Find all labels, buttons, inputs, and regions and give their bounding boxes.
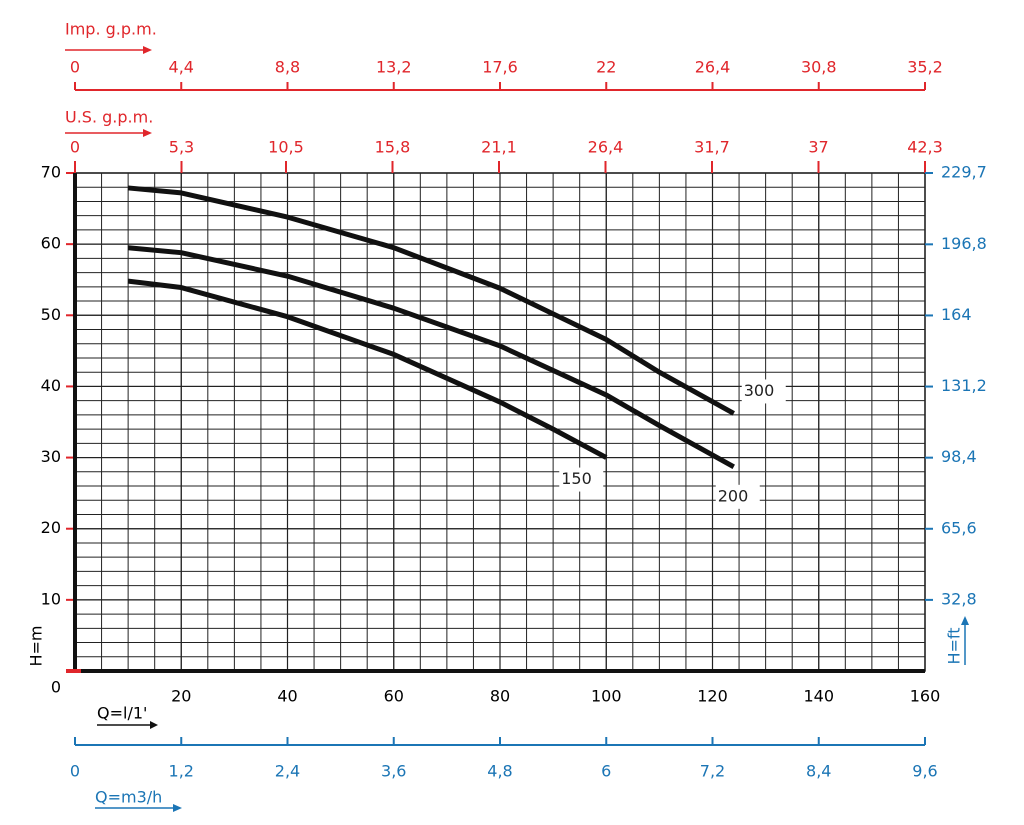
secondary-tick-label: 9,6 [912,762,937,781]
secondary-tick-label: 6 [601,762,611,781]
y-tick-label: 40 [41,376,61,395]
arrow-head [143,46,152,54]
x-tick-label: 60 [384,687,404,706]
secondary-tick-label: 3,6 [381,762,406,781]
secondary-axis: 0 4,4 8,8 13,2 17,6 22 26,4 30,8 35,2 Imp. g.p.m. [65,20,943,91]
pump-curve [127,278,608,460]
secondary-axis-title: Imp. g.p.m. [65,20,157,39]
x-tick-label: 140 [803,687,834,706]
secondary-tick-label: 21,1 [481,138,517,157]
secondary-tick-label: 7,2 [700,762,725,781]
arrow-head [150,721,158,729]
secondary-tick-label: 35,2 [907,58,943,77]
secondary-tick-label: 30,8 [801,58,837,77]
secondary-axis: 0 5,3 10,5 15,8 21,1 26,4 31,7 37 42,3 U.S. g.p.m… [65,108,943,173]
y-tick-label: 30 [41,447,61,466]
curve-label-bg [559,467,604,492]
secondary-tick-label: 0 [70,762,80,781]
x-tick-label: 80 [490,687,510,706]
secondary-tick-label: 8,4 [806,762,831,781]
x-tick-label: 160 [910,687,941,706]
secondary-axis-title: U.S. g.p.m. [65,108,153,127]
secondary-tick-label: 37 [808,138,828,157]
curve-label: 200 [718,486,749,505]
curve-label: 150 [561,469,592,488]
secondary-tick-label: 13,2 [376,58,412,77]
y2-tick-label: 229,7 [941,163,987,182]
secondary-tick-label: 26,4 [695,58,731,77]
y2-tick-label: 196,8 [941,234,987,253]
x-tick-label: 100 [591,687,622,706]
y2-tick-label: 164 [941,305,972,324]
x-tick-label: 40 [277,687,297,706]
secondary-tick-label: 26,4 [588,138,624,157]
secondary-axis: 32,8 65,6 98,4 131,2 164 196,8 229,7 H=ft [925,163,987,665]
arrow-head [961,616,969,625]
y-tick-label: 70 [41,163,61,182]
secondary-tick-label: 15,8 [375,138,411,157]
x-tick-label: 20 [171,687,191,706]
y-tick-label: 10 [41,589,61,608]
secondary-tick-label: 10,5 [268,138,304,157]
y-tick-label: 0 [51,678,61,697]
y-tick-label: 50 [41,305,61,324]
secondary-tick-label: 8,8 [275,58,300,77]
pump-curve [127,185,735,416]
secondary-tick-label: 4,8 [487,762,512,781]
secondary-tick-label: 4,4 [169,58,194,77]
secondary-tick-label: 22 [596,58,616,77]
arrow-head [173,804,182,812]
secondary-tick-label: 42,3 [907,138,943,157]
y-axis-title: H=m [27,625,46,666]
secondary-tick-label: 2,4 [275,762,300,781]
grid [75,172,926,672]
secondary-tick-label: 17,6 [482,58,518,77]
secondary-axis: 0 1,2 2,4 3,6 4,8 6 7,2 8,4 9,6 Q=m3/h [70,737,938,812]
arrow-head [143,129,152,137]
pump-curve [127,245,735,470]
secondary-tick-label: 5,3 [169,138,194,157]
secondary-tick-label: 0 [70,58,80,77]
y2-axis-title: H=ft [945,627,964,664]
x-tick-label: 120 [697,687,728,706]
x-axis-title: Q=l/1' [97,704,147,723]
secondary-tick-label: 1,2 [169,762,194,781]
y-tick-label: 20 [41,518,61,537]
y-tick-label: 60 [41,234,61,253]
secondary-tick-label: 31,7 [694,138,730,157]
secondary-axis-title: Q=m3/h [95,788,162,807]
curve-label-bg [715,484,760,509]
curve-label: 300 [744,381,775,400]
y2-tick-label: 32,8 [941,589,977,608]
y2-tick-label: 65,6 [941,518,977,537]
y2-tick-label: 98,4 [941,447,977,466]
secondary-tick-label: 0 [70,138,80,157]
curve-label-bg [741,379,786,404]
y2-tick-label: 131,2 [941,376,987,395]
